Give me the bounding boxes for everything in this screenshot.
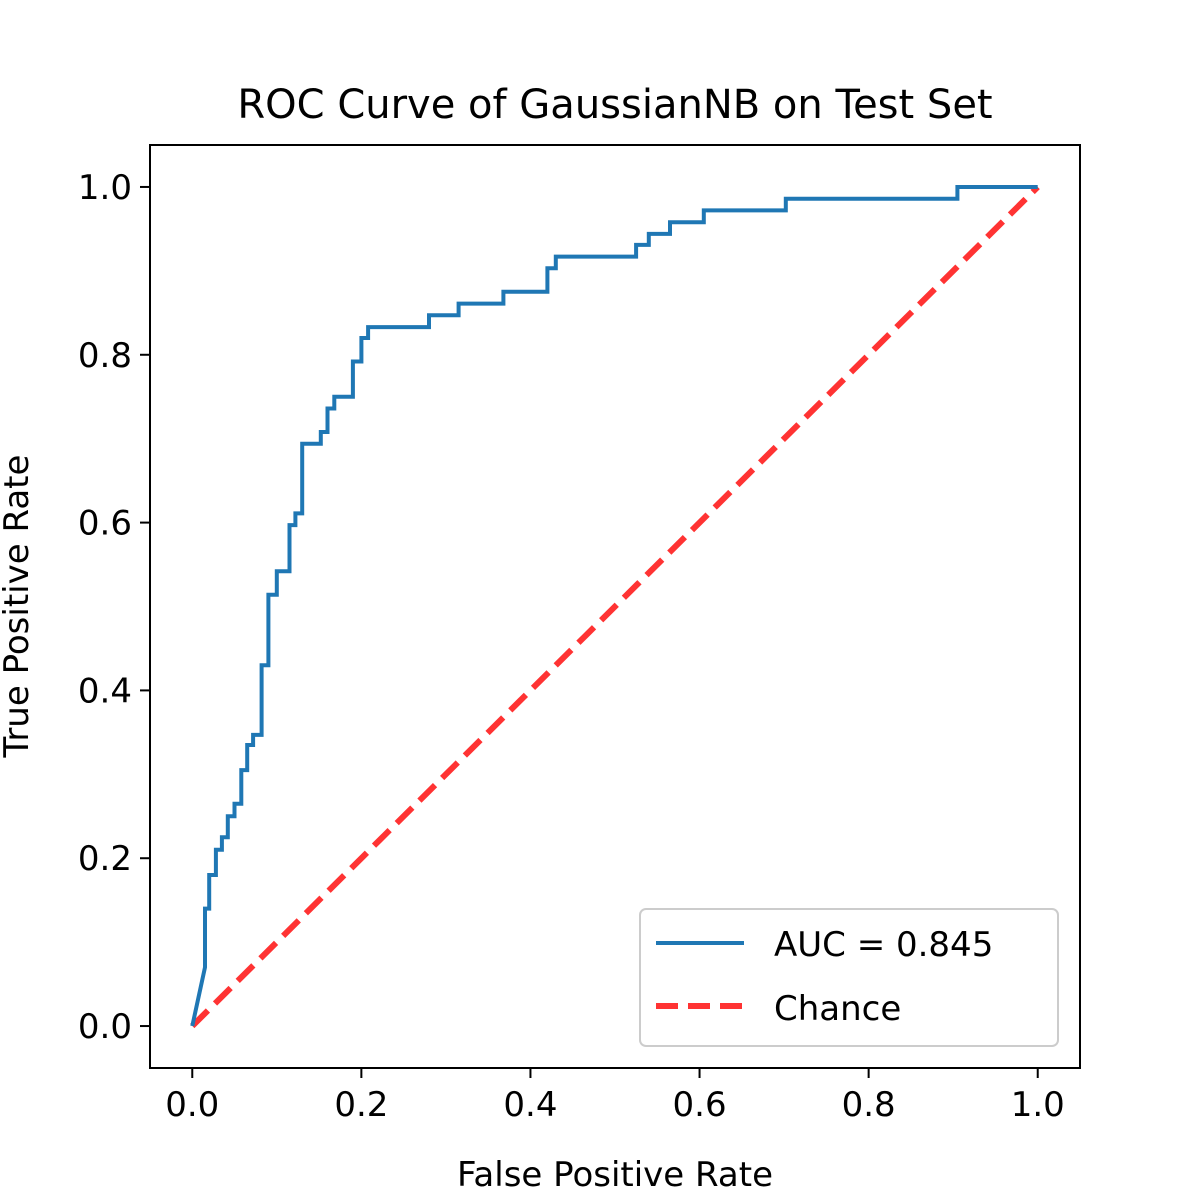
y-axis-label: True Positive Rate: [0, 455, 37, 759]
x-tick-label: 0.0: [165, 1085, 219, 1125]
roc-curve-line: [190, 185, 1038, 1027]
x-tick-label: 0.6: [673, 1085, 727, 1125]
legend-box: [639, 908, 1059, 1047]
y-axis: 0.0 0.2 0.4 0.6 0.8 1.0: [78, 168, 150, 1047]
y-tick-label: 1.0: [78, 168, 132, 208]
y-tick-label: 0.4: [78, 671, 132, 711]
legend-label-roc: AUC = 0.845: [774, 925, 993, 965]
plot-area: [190, 184, 1040, 1029]
axes-frame: [149, 144, 1081, 1069]
legend-label-chance: Chance: [774, 989, 901, 1029]
x-tick-label: 0.4: [503, 1085, 557, 1125]
y-tick-label: 0.0: [78, 1007, 132, 1047]
x-axis-label: False Positive Rate: [457, 1155, 773, 1195]
y-tick-label: 0.2: [78, 839, 132, 879]
x-tick-label: 1.0: [1011, 1085, 1065, 1125]
chance-line: [190, 184, 1040, 1029]
legend: AUC = 0.845 Chance: [639, 908, 1059, 1047]
y-tick-label: 0.8: [78, 336, 132, 376]
x-axis: 0.0 0.2 0.4 0.6 0.8 1.0: [165, 1068, 1065, 1125]
chart-title: ROC Curve of GaussianNB on Test Set: [237, 82, 992, 128]
x-tick-label: 0.2: [334, 1085, 388, 1125]
y-tick-label: 0.6: [78, 504, 132, 544]
x-tick-label: 0.8: [842, 1085, 896, 1125]
